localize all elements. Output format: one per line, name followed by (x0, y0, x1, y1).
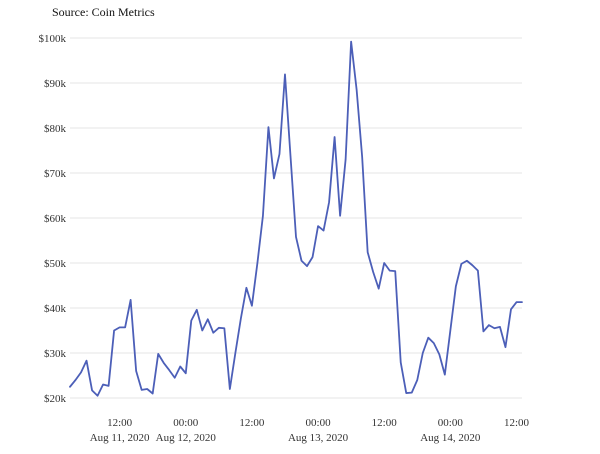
y-tick-label: $60k (44, 213, 67, 225)
x-tick-time-label: 00:00 (306, 417, 332, 429)
x-tick-time-label: 12:00 (372, 417, 398, 429)
x-tick-time-label: 12:00 (239, 417, 265, 429)
x-tick-date-label: Aug 11, 2020 (90, 432, 150, 444)
y-gridlines (70, 37, 522, 399)
y-tick-label: $40k (44, 303, 67, 315)
y-tick-label: $70k (44, 168, 67, 180)
x-tick-time-label: 00:00 (173, 417, 199, 429)
x-tick-time-label: 12:00 (504, 417, 530, 429)
x-tick-date-label: Aug 14, 2020 (420, 432, 481, 444)
x-tick-time-label: 12:00 (107, 417, 133, 429)
y-tick-label: $50k (44, 258, 67, 270)
y-tick-label: $20k (44, 393, 67, 405)
y-tick-label: $90k (44, 78, 67, 90)
x-axis-tick-labels: 12:00 Aug 11, 2020 00:00 Aug 12, 2020 12:00 0… (90, 417, 530, 444)
y-tick-label: $30k (44, 348, 67, 360)
x-tick-date-label: Aug 12, 2020 (156, 432, 217, 444)
y-axis-tick-labels: $20k $30k $40k $50k $60k $70k $80k $90k $100k (39, 33, 67, 405)
x-tick-date-label: Aug 13, 2020 (288, 432, 349, 444)
y-tick-label: $100k (39, 33, 67, 45)
y-tick-label: $80k (44, 123, 67, 135)
price-series-line (69, 40, 523, 397)
x-tick-time-label: 00:00 (438, 417, 464, 429)
source-note: Source: Coin Metrics (52, 5, 155, 19)
